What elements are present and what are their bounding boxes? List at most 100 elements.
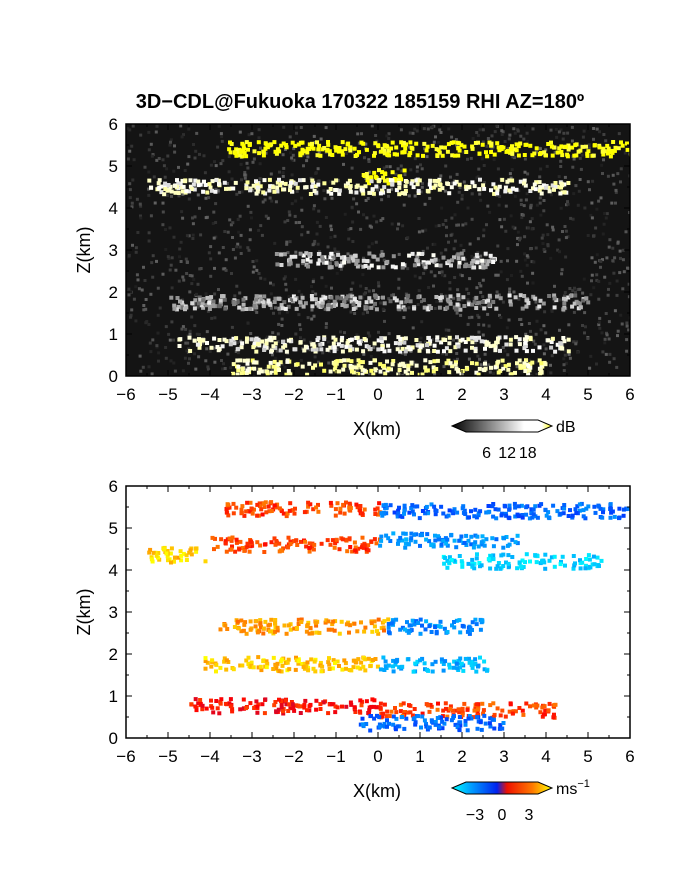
noise-pixel [555, 135, 559, 139]
noise-pixel [380, 198, 384, 202]
noise-pixel [482, 323, 486, 327]
noise-pixel [234, 350, 238, 353]
velocity-pixel [455, 510, 460, 515]
velocity-xtick-label: −3 [242, 747, 261, 766]
velocity-pixel [491, 553, 496, 558]
noise-pixel [397, 252, 401, 256]
noise-pixel [418, 276, 422, 280]
reflectivity-pixel [483, 251, 488, 256]
noise-pixel [128, 188, 132, 192]
velocity-pixel [544, 513, 549, 518]
noise-pixel [379, 301, 383, 305]
velocity-pixel [420, 509, 425, 513]
reflectivity-pixel [342, 255, 347, 260]
reflectivity-pixel [319, 297, 324, 302]
noise-pixel [233, 256, 237, 260]
velocity-xlabel: X(km) [353, 781, 401, 801]
velocity-pixel [235, 619, 240, 624]
velocity-pixel [459, 559, 464, 564]
velocity-pixel [149, 555, 154, 560]
reflectivity-pixel [562, 301, 567, 306]
velocity-pixel [151, 550, 156, 555]
noise-pixel [290, 173, 294, 177]
velocity-pixel [194, 549, 199, 554]
velocity-pixel [559, 559, 563, 564]
velocity-pixel [422, 661, 427, 666]
noise-pixel [198, 267, 202, 271]
velocity-pixel [383, 502, 388, 507]
reflectivity-pixel [457, 141, 462, 146]
reflectivity-pixel [311, 180, 316, 185]
noise-pixel [401, 224, 405, 228]
noise-pixel [214, 187, 218, 191]
velocity-pixel [375, 713, 379, 718]
velocity-pixel [427, 624, 432, 629]
reflectivity-pixel [449, 140, 454, 145]
noise-pixel [397, 286, 401, 290]
reflectivity-pixel [256, 370, 261, 375]
reflectivity-pixel [242, 146, 246, 151]
velocity-pixel [601, 507, 606, 512]
noise-pixel [221, 246, 225, 249]
velocity-pixel [234, 540, 239, 545]
reflectivity-pixel [415, 254, 420, 259]
noise-pixel [533, 342, 537, 346]
reflectivity-pixel [173, 190, 178, 195]
velocity-pixel [287, 702, 291, 707]
reflectivity-pixel [561, 307, 566, 312]
reflectivity-pixel [526, 364, 531, 368]
velocity-pixel [375, 629, 379, 634]
reflectivity-pixel [305, 146, 310, 151]
velocity-pixel [583, 563, 588, 568]
noise-pixel [427, 286, 431, 289]
velocity-pixel [224, 507, 229, 511]
velocity-pixel [515, 541, 520, 546]
velocity-pixel [515, 512, 520, 517]
reflectivity-pixel [517, 358, 522, 363]
noise-pixel [531, 271, 535, 275]
noise-pixel [183, 169, 187, 172]
velocity-pixel [491, 714, 496, 719]
noise-pixel [511, 225, 515, 229]
velocity-pixel [246, 655, 251, 660]
velocity-pixel [586, 504, 591, 509]
noise-pixel [565, 203, 568, 207]
velocity-pixel [462, 540, 467, 545]
noise-pixel [131, 178, 135, 182]
reflectivity-pixel [434, 295, 439, 299]
noise-pixel [576, 350, 580, 354]
noise-pixel [467, 357, 471, 361]
reflectivity-pixel [486, 259, 491, 264]
noise-pixel [571, 289, 575, 293]
noise-pixel [192, 278, 196, 281]
velocity-pixel [388, 539, 393, 543]
velocity-pixel [296, 622, 301, 626]
reflectivity-pixel [386, 188, 391, 193]
noise-pixel [526, 281, 529, 285]
noise-pixel [581, 135, 585, 139]
velocity-pixel [513, 514, 518, 519]
velocity-pixel [223, 539, 228, 544]
reflectivity-pixel [343, 304, 348, 309]
velocity-pixel [420, 533, 424, 538]
reflectivity-pixel [339, 343, 344, 348]
reflectivity-pixel [363, 264, 368, 268]
noise-pixel [506, 247, 510, 251]
noise-pixel [316, 242, 320, 246]
noise-pixel [290, 202, 294, 206]
noise-pixel [128, 128, 132, 132]
reflectivity-pixel [420, 372, 425, 376]
velocity-pixel [274, 664, 279, 669]
noise-pixel [574, 290, 577, 294]
velocity-pixel [309, 657, 314, 662]
velocity-pixel [433, 720, 438, 724]
velocity-pixel [454, 545, 459, 550]
noise-pixel [282, 125, 286, 129]
reflectivity-pixel [326, 140, 330, 144]
reflectivity-pixel [572, 301, 577, 306]
reflectivity-pixel [425, 144, 430, 149]
velocity-pixel [424, 724, 429, 729]
reflectivity-pixel [267, 143, 272, 148]
velocity-pixel [209, 698, 213, 703]
noise-pixel [190, 315, 194, 319]
